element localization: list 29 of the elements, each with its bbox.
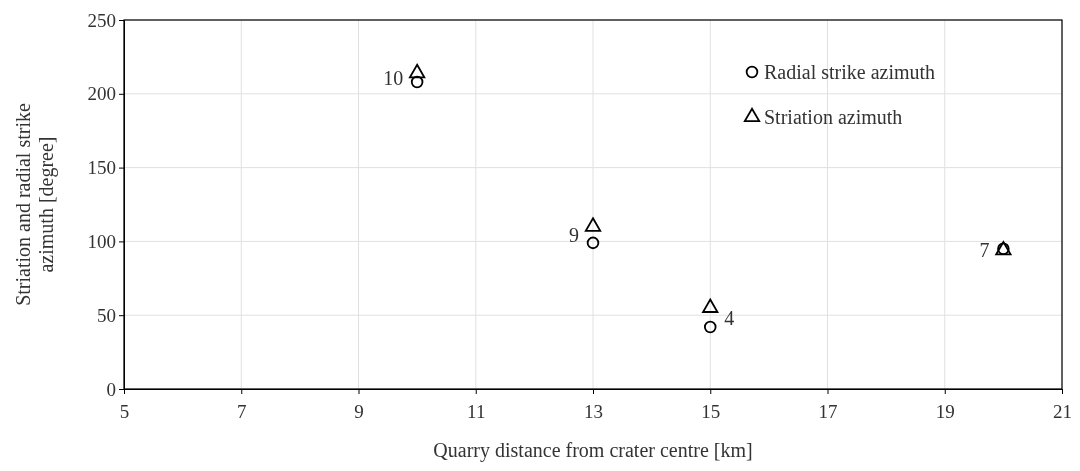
y-axis-title: Striation and radial strike azimuth [degree] <box>12 103 58 306</box>
x-tick-label: 21 <box>1053 400 1072 422</box>
point <box>584 217 602 232</box>
x-tick-label: 17 <box>818 400 838 422</box>
y-tick-label: 250 <box>87 9 116 31</box>
x-tick-label: 13 <box>584 400 603 422</box>
y-tick-label: 50 <box>97 304 116 326</box>
y-tick-label: 200 <box>87 83 116 105</box>
x-tick-label: 11 <box>467 400 486 422</box>
x-tick-label: 9 <box>354 400 364 422</box>
x-tick-label: 7 <box>237 400 247 422</box>
y-tick-label: 100 <box>87 230 116 252</box>
legend-label: Radial strike azimuth <box>764 61 936 83</box>
point <box>409 63 426 79</box>
y-tick-label: 150 <box>87 157 116 179</box>
annotation: 7 <box>979 239 990 262</box>
x-tick-label: 15 <box>701 400 721 422</box>
y-tick-label: 0 <box>106 378 116 400</box>
x-tick-label: 5 <box>119 400 130 422</box>
point <box>704 320 717 334</box>
legend-label: Striation azimuth <box>764 106 903 128</box>
point <box>702 298 719 313</box>
annotation: 9 <box>569 224 579 247</box>
annotation: 4 <box>724 307 735 330</box>
x-axis-title: Quarry distance from crater centre [km] <box>433 439 753 462</box>
x-tick-label: 19 <box>935 400 955 422</box>
point <box>410 75 424 89</box>
point <box>586 236 600 250</box>
annotation: 10 <box>383 66 404 89</box>
